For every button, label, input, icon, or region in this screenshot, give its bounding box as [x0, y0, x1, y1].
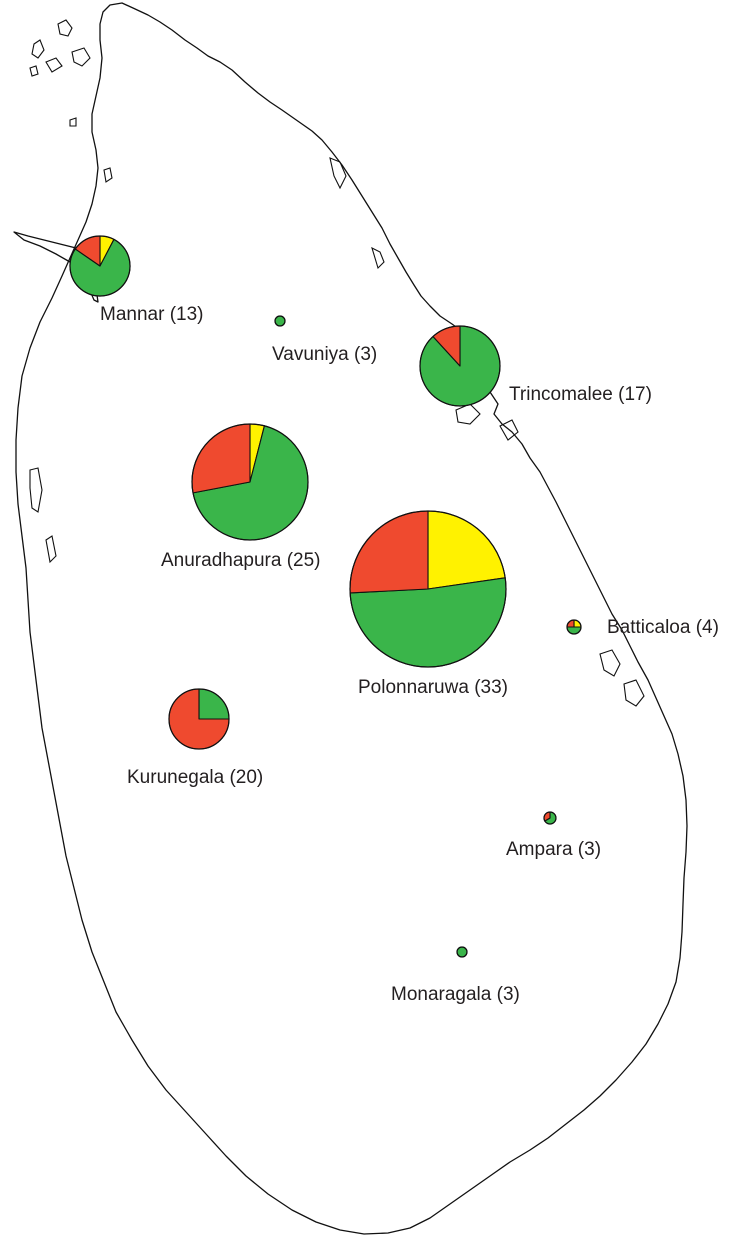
label-anuradhapura: Anuradhapura (25) [161, 550, 321, 571]
pie-monaragala [456, 946, 468, 958]
pie-slice-red [191, 423, 251, 494]
pie-outline [543, 811, 557, 825]
northeast-lagoon [371, 246, 385, 270]
pie-outline [69, 235, 131, 297]
pie-batticaloa [566, 619, 582, 635]
pie-outline [456, 946, 468, 958]
puttalam-lagoon [29, 467, 43, 513]
jaffna-islet [69, 117, 77, 127]
pie-kurunegala [168, 688, 230, 750]
pie-vavuniya [274, 315, 286, 327]
pie-polonnaruwa [349, 510, 507, 668]
label-ampara: Ampara (3) [506, 839, 601, 860]
puttalam-lagoon [45, 535, 57, 564]
jaffna-islet [31, 39, 45, 59]
northeast-lagoon [329, 157, 347, 190]
label-kurunegala: Kurunegala (20) [127, 767, 263, 788]
jaffna-islet [29, 65, 39, 77]
label-trincomalee: Trincomalee (17) [509, 384, 652, 405]
label-polonnaruwa: Polonnaruwa (33) [358, 677, 508, 698]
label-monaragala: Monaragala (3) [391, 984, 520, 1005]
pie-trincomalee [419, 325, 501, 407]
label-mannar: Mannar (13) [100, 304, 204, 325]
pie-outline [274, 315, 286, 327]
jaffna-islet [71, 47, 91, 67]
pie-outline [566, 619, 582, 635]
pie-slice-red [349, 510, 429, 594]
label-vavuniya: Vavuniya (3) [272, 344, 377, 365]
pie-outline [349, 510, 507, 668]
pie-anuradhapura [191, 423, 309, 541]
pie-outline [419, 325, 501, 407]
pie-slice-yellow [427, 510, 506, 590]
pie-ampara [543, 811, 557, 825]
island-coastline [15, 2, 688, 1235]
pie-mannar [69, 235, 131, 297]
mannar-island-coastline [13, 231, 99, 303]
jaffna-islet [57, 19, 73, 37]
pie-outline [168, 688, 230, 750]
jaffna-islet [45, 57, 63, 73]
batticaloa-lagoon [623, 679, 645, 707]
pie-slice-green [566, 626, 582, 635]
trincomalee-bay [455, 403, 481, 425]
pie-outline [191, 423, 309, 541]
label-batticaloa: Batticaloa (4) [607, 617, 719, 638]
district-pie-charts [69, 235, 582, 958]
batticaloa-lagoon [599, 649, 621, 677]
jaffna-islet [103, 167, 113, 183]
trincomalee-bay [499, 419, 519, 441]
